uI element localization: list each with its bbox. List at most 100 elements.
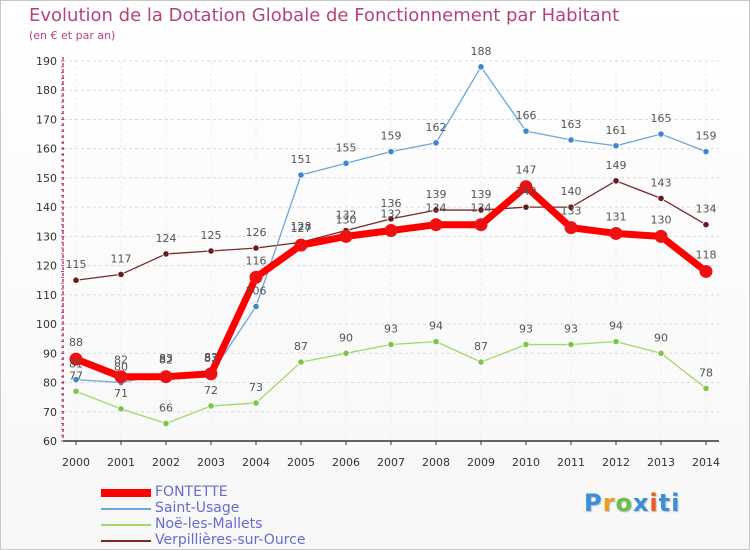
data-point	[477, 63, 485, 71]
data-label: 162	[426, 121, 447, 134]
data-label: 88	[69, 336, 83, 349]
data-point	[342, 349, 350, 357]
data-label: 143	[651, 176, 672, 189]
data-point	[564, 221, 578, 235]
y-tick-label: 60	[43, 435, 57, 448]
data-point	[252, 244, 260, 252]
legend-label: Verpillières-sur-Ource	[155, 532, 306, 548]
data-point	[294, 238, 308, 252]
data-point	[609, 226, 623, 240]
data-label: 166	[516, 109, 537, 122]
data-point	[252, 399, 260, 407]
data-point	[159, 370, 173, 384]
x-tick-label: 2008	[422, 456, 450, 469]
data-label: 131	[606, 210, 627, 223]
data-label: 82	[159, 354, 173, 367]
data-label: 83	[204, 352, 218, 365]
data-label: 139	[471, 188, 492, 201]
data-label: 82	[114, 354, 128, 367]
data-label: 128	[291, 220, 312, 233]
data-label: 127	[291, 222, 312, 235]
data-point	[612, 142, 620, 150]
y-tick-label: 70	[43, 406, 57, 419]
data-point	[519, 180, 533, 194]
data-point	[72, 276, 80, 284]
data-point	[429, 218, 443, 232]
data-label: 139	[426, 188, 447, 201]
data-label: 118	[696, 248, 717, 261]
legend-swatch	[101, 489, 151, 497]
data-label: 149	[606, 159, 627, 172]
chart-subtitle: (en € et par an)	[29, 29, 116, 42]
data-label: 151	[291, 153, 312, 166]
y-tick-label: 100	[36, 318, 57, 331]
data-label: 72	[204, 384, 218, 397]
y-tick-label: 130	[36, 230, 57, 243]
data-point	[252, 302, 260, 311]
y-tick-label: 170	[36, 113, 57, 126]
data-point	[432, 338, 440, 346]
x-tick-label: 2005	[287, 456, 315, 469]
data-point	[432, 206, 440, 214]
x-tick-label: 2010	[512, 456, 540, 469]
data-label: 81	[69, 358, 83, 371]
data-label: 159	[696, 130, 717, 143]
data-label: 87	[474, 340, 488, 353]
x-tick-label: 2001	[107, 456, 135, 469]
data-point	[207, 247, 215, 255]
data-label: 136	[381, 197, 402, 210]
data-point	[249, 270, 263, 284]
data-point	[654, 229, 668, 243]
data-point	[432, 139, 440, 147]
data-label: 165	[651, 112, 672, 125]
data-point	[207, 402, 215, 410]
data-label: 163	[561, 118, 582, 131]
legend-swatch	[101, 540, 151, 542]
data-label: 126	[246, 226, 267, 239]
data-point	[657, 349, 665, 357]
x-tick-label: 2000	[62, 456, 90, 469]
proxiti-logo: Proxiti	[584, 489, 681, 517]
data-point	[387, 148, 395, 156]
data-label: 140	[561, 185, 582, 198]
x-tick-label: 2009	[467, 456, 495, 469]
data-point	[567, 203, 575, 211]
data-label: 78	[699, 366, 713, 379]
data-point	[339, 229, 353, 243]
data-label: 83	[159, 352, 173, 365]
data-label: 188	[471, 45, 492, 58]
x-tick-label: 2014	[692, 456, 720, 469]
data-point	[522, 340, 530, 349]
data-label: 117	[111, 252, 132, 265]
y-tick-label: 190	[36, 55, 57, 68]
data-label: 106	[246, 285, 267, 298]
data-point	[162, 250, 170, 258]
data-point	[342, 159, 350, 167]
data-point	[117, 270, 125, 278]
data-label: 134	[471, 202, 492, 215]
y-tick-label: 180	[36, 84, 57, 97]
y-tick-label: 160	[36, 143, 57, 156]
data-point	[612, 177, 620, 185]
data-label: 130	[651, 213, 672, 226]
data-label: 93	[564, 323, 578, 336]
data-label: 94	[429, 320, 443, 333]
data-label: 125	[201, 229, 222, 242]
series-no-les-mallets	[72, 338, 710, 428]
data-point	[72, 376, 80, 384]
x-tick-label: 2012	[602, 456, 630, 469]
data-label: 66	[159, 401, 173, 414]
y-tick-label: 110	[36, 289, 57, 302]
y-tick-label: 140	[36, 201, 57, 214]
data-label: 161	[606, 124, 627, 137]
data-point	[69, 352, 83, 366]
data-label: 71	[114, 387, 128, 400]
data-point	[297, 171, 305, 179]
data-label: 115	[66, 258, 87, 271]
data-label: 133	[561, 205, 582, 218]
data-point	[522, 127, 530, 135]
data-label: 80	[114, 361, 128, 374]
x-tick-label: 2006	[332, 456, 360, 469]
x-tick-label: 2011	[557, 456, 585, 469]
